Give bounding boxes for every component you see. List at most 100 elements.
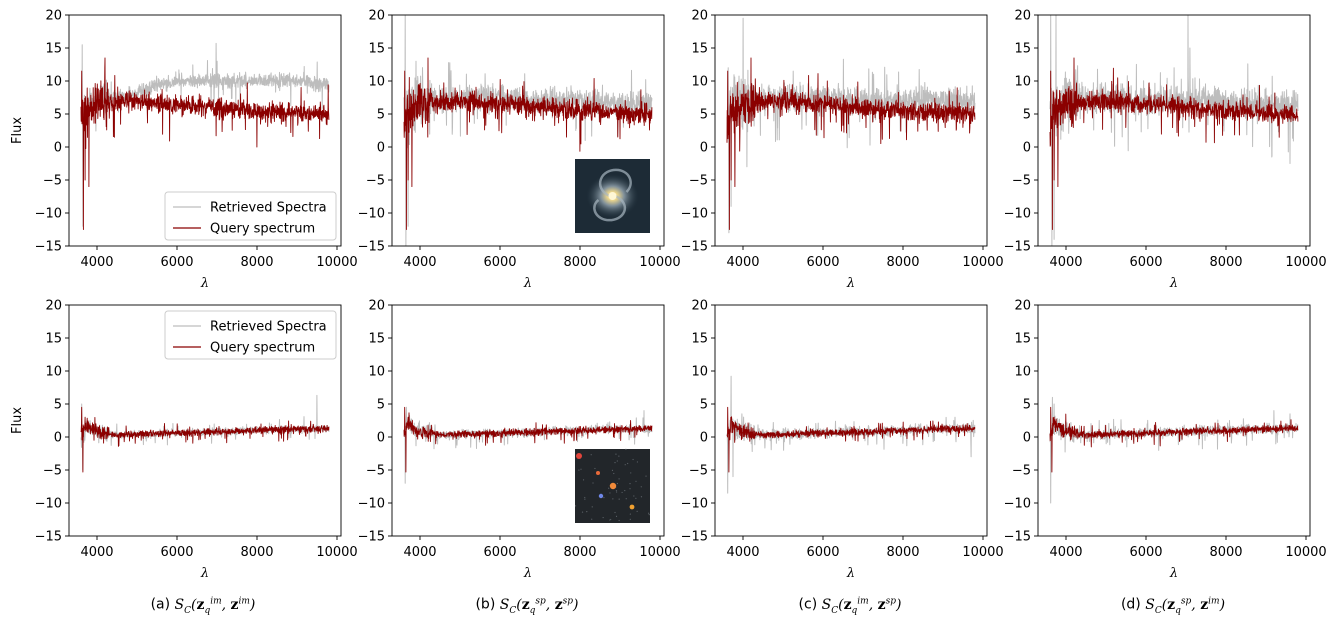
x-tick-label: 4000 xyxy=(80,545,113,560)
x-tick-label: 10000 xyxy=(962,255,1003,270)
x-tick-label: 6000 xyxy=(1129,545,1162,560)
y-tick-label: 0 xyxy=(700,431,708,446)
y-tick-label: 10 xyxy=(691,365,708,380)
y-tick-label: 10 xyxy=(1014,365,1031,380)
y-tick-label: 15 xyxy=(691,332,708,347)
bright-source xyxy=(609,482,617,490)
legend-label: Query spectrum xyxy=(210,341,315,356)
y-tick-label: 10 xyxy=(45,75,62,90)
plot-frame xyxy=(391,14,665,247)
x-tick-label: 6000 xyxy=(1129,255,1162,270)
y-tick-label: 0 xyxy=(1023,431,1031,446)
series-line-query xyxy=(1049,406,1299,473)
y-tick-label: 0 xyxy=(1023,141,1031,156)
y-tick-label: 5 xyxy=(54,398,62,413)
y-tick-label: −15 xyxy=(35,530,62,545)
series-line-retrieved xyxy=(1049,15,1299,246)
y-tick-label: 10 xyxy=(368,75,385,90)
x-tick-label: 6000 xyxy=(806,255,839,270)
series-line-query xyxy=(80,406,330,473)
orange-star xyxy=(596,471,600,475)
y-tick-label: −10 xyxy=(1004,497,1031,512)
series-group xyxy=(80,42,330,230)
y-tick-label: 0 xyxy=(700,141,708,156)
y-tick-label: 5 xyxy=(700,108,708,123)
x-tick-label: 8000 xyxy=(563,545,596,560)
chart-panel-bottom-b: −15 −10 −5 0 5 10 15 20 4000 6000 8000 10000 λ xyxy=(358,299,681,582)
spiral-arm xyxy=(598,168,632,198)
plot-frame xyxy=(1037,14,1311,247)
x-tick-label: 4000 xyxy=(1049,545,1082,560)
legend-box xyxy=(164,191,337,241)
x-tick-label: 4000 xyxy=(403,545,436,560)
star-field-thumbnail xyxy=(575,448,650,523)
y-tick-label: 20 xyxy=(368,9,385,24)
series-group xyxy=(1049,396,1299,504)
x-tick-label: 4000 xyxy=(403,255,436,270)
x-tick-label: 4000 xyxy=(80,255,113,270)
series-group xyxy=(1049,15,1299,246)
legend-label: Retrieved Spectra xyxy=(210,201,327,216)
series-line-retrieved xyxy=(1049,396,1299,504)
legend-label: Retrieved Spectra xyxy=(210,320,327,335)
x-tick-label: 8000 xyxy=(563,255,596,270)
x-tick-label: 10000 xyxy=(639,545,680,560)
series-line-retrieved xyxy=(80,42,330,227)
y-tick-label: −5 xyxy=(43,464,62,479)
y-axis-label: Flux xyxy=(10,407,25,434)
chart-panel-top-d: −15 −10 −5 0 5 10 15 20 4000 6000 8000 10000 λ xyxy=(1004,9,1327,292)
x-tick-label: 4000 xyxy=(726,255,759,270)
y-tick-label: 20 xyxy=(368,299,385,314)
y-tick-label: −15 xyxy=(1004,240,1031,255)
x-tick-label: 10000 xyxy=(1285,255,1326,270)
galaxy-thumbnail xyxy=(575,159,650,233)
plot-frame xyxy=(714,304,988,537)
galaxy-core xyxy=(608,192,617,200)
y-tick-label: 0 xyxy=(54,141,62,156)
caption-a: (a) SC(zqim, zim) xyxy=(150,596,256,616)
y-tick-label: 5 xyxy=(54,108,62,123)
blue-star xyxy=(598,493,604,499)
y-tick-label: 0 xyxy=(377,431,385,446)
series-line-query xyxy=(726,406,976,473)
x-tick-label: 10000 xyxy=(316,545,357,560)
y-tick-label: 10 xyxy=(691,75,708,90)
x-tick-label: 8000 xyxy=(240,255,273,270)
y-tick-label: −15 xyxy=(35,240,62,255)
y-tick-label: 20 xyxy=(691,9,708,24)
y-tick-label: −5 xyxy=(43,174,62,189)
x-tick-label: 10000 xyxy=(1285,545,1326,560)
y-tick-label: 15 xyxy=(45,42,62,57)
y-tick-label: 20 xyxy=(1014,9,1031,24)
y-tick-label: 0 xyxy=(377,141,385,156)
series-line-query xyxy=(403,57,653,230)
series-line-query xyxy=(726,57,976,230)
series-line-query xyxy=(403,406,653,473)
y-tick-label: 5 xyxy=(1023,108,1031,123)
y-tick-label: −15 xyxy=(358,240,385,255)
x-axis-label: λ xyxy=(523,566,532,581)
y-tick-label: −10 xyxy=(35,497,62,512)
plot-frame xyxy=(1037,304,1311,537)
y-tick-label: 10 xyxy=(368,365,385,380)
plot-frame xyxy=(714,14,988,247)
y-tick-label: 15 xyxy=(45,332,62,347)
x-tick-label: 6000 xyxy=(160,255,193,270)
plot-frame xyxy=(68,14,342,247)
series-group xyxy=(726,17,976,234)
caption-d: (d) SC(zqsp, zim) xyxy=(1120,596,1226,616)
y-tick-label: −10 xyxy=(358,207,385,222)
y-tick-label: −15 xyxy=(358,530,385,545)
legend-label: Query spectrum xyxy=(210,222,315,237)
x-tick-label: 6000 xyxy=(806,545,839,560)
y-tick-label: 10 xyxy=(45,365,62,380)
x-axis-label: λ xyxy=(200,566,209,581)
plot-frame xyxy=(68,304,342,537)
plot-frame xyxy=(391,304,665,537)
y-tick-label: 15 xyxy=(691,42,708,57)
legend: Retrieved Spectra Query spectrum xyxy=(164,191,337,241)
chart-panel-top-b: −15 −10 −5 0 5 10 15 20 4000 6000 8000 10000 λ xyxy=(358,9,681,292)
y-axis-label: Flux xyxy=(10,117,25,144)
x-tick-label: 4000 xyxy=(1049,255,1082,270)
